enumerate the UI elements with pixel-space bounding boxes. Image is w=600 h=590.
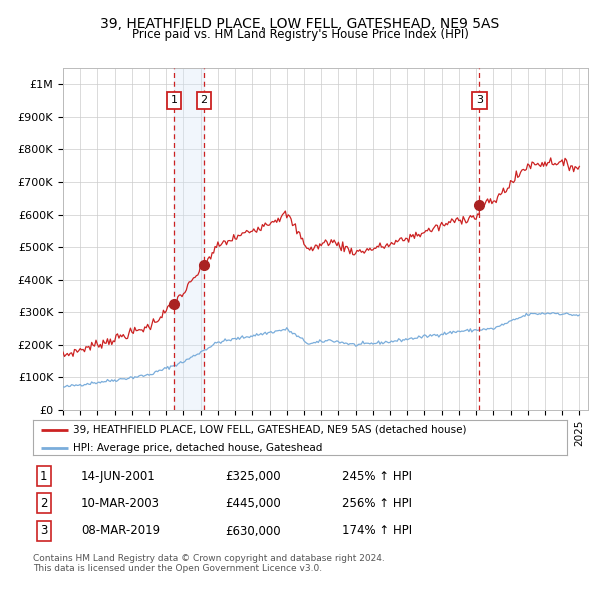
Text: £445,000: £445,000 — [225, 497, 281, 510]
Text: 14-JUN-2001: 14-JUN-2001 — [81, 470, 156, 483]
Text: 08-MAR-2019: 08-MAR-2019 — [81, 525, 160, 537]
Text: 3: 3 — [40, 525, 47, 537]
Text: HPI: Average price, detached house, Gateshead: HPI: Average price, detached house, Gate… — [73, 442, 322, 453]
Text: 2: 2 — [200, 96, 208, 106]
Text: Contains HM Land Registry data © Crown copyright and database right 2024.
This d: Contains HM Land Registry data © Crown c… — [33, 554, 385, 573]
Text: 245% ↑ HPI: 245% ↑ HPI — [342, 470, 412, 483]
Text: 2: 2 — [40, 497, 47, 510]
Text: 174% ↑ HPI: 174% ↑ HPI — [342, 525, 412, 537]
Text: £630,000: £630,000 — [225, 525, 281, 537]
Text: 1: 1 — [170, 96, 178, 106]
Text: 39, HEATHFIELD PLACE, LOW FELL, GATESHEAD, NE9 5AS (detached house): 39, HEATHFIELD PLACE, LOW FELL, GATESHEA… — [73, 425, 467, 435]
Bar — [174, 68, 204, 410]
Text: 10-MAR-2003: 10-MAR-2003 — [81, 497, 160, 510]
Text: Price paid vs. HM Land Registry's House Price Index (HPI): Price paid vs. HM Land Registry's House … — [131, 28, 469, 41]
Text: 256% ↑ HPI: 256% ↑ HPI — [342, 497, 412, 510]
Text: £325,000: £325,000 — [225, 470, 281, 483]
Text: 1: 1 — [40, 470, 47, 483]
Text: 39, HEATHFIELD PLACE, LOW FELL, GATESHEAD, NE9 5AS: 39, HEATHFIELD PLACE, LOW FELL, GATESHEA… — [100, 17, 500, 31]
Text: 3: 3 — [476, 96, 483, 106]
